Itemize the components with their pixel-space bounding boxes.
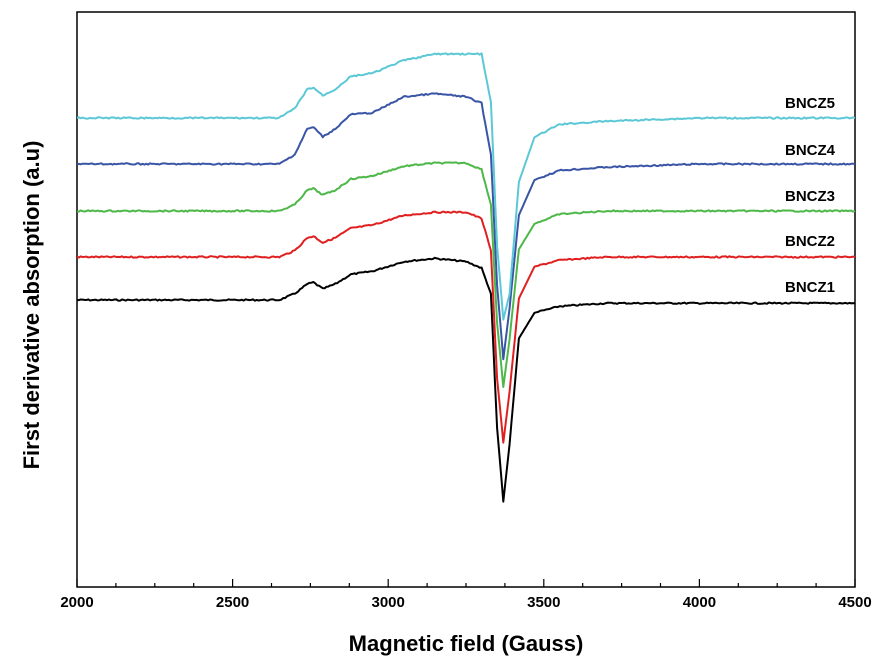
x-tick-label: 3000 bbox=[372, 594, 405, 611]
series-labels: BNCZ1 BNCZ2 BNCZ3 BNCZ4 BNCZ5 bbox=[785, 95, 836, 296]
x-tick-label: 4000 bbox=[683, 594, 716, 611]
x-tick-label: 2000 bbox=[60, 594, 93, 611]
x-tick-label: 2500 bbox=[216, 594, 249, 611]
series-line-bncz5 bbox=[76, 52, 856, 321]
series-label-bncz4: BNCZ4 bbox=[785, 142, 836, 159]
x-tick-label: 4500 bbox=[838, 594, 871, 611]
series-line-bncz1 bbox=[76, 256, 856, 503]
series-line-bncz4 bbox=[76, 92, 856, 361]
series-line-bncz3 bbox=[76, 161, 856, 388]
series-label-bncz1: BNCZ1 bbox=[785, 279, 835, 296]
series-group bbox=[76, 52, 856, 503]
series-label-bncz3: BNCZ3 bbox=[785, 188, 835, 205]
series-label-bncz5: BNCZ5 bbox=[785, 95, 835, 112]
x-ticks: 2000 2500 3000 3500 4000 4500 bbox=[60, 579, 872, 611]
series-line-bncz2 bbox=[76, 210, 856, 444]
x-axis-title: Magnetic field (Gauss) bbox=[349, 631, 584, 656]
y-axis-title: First derivative absorption (a.u) bbox=[19, 141, 44, 470]
series-label-bncz2: BNCZ2 bbox=[785, 233, 835, 250]
x-tick-label: 3500 bbox=[527, 594, 560, 611]
